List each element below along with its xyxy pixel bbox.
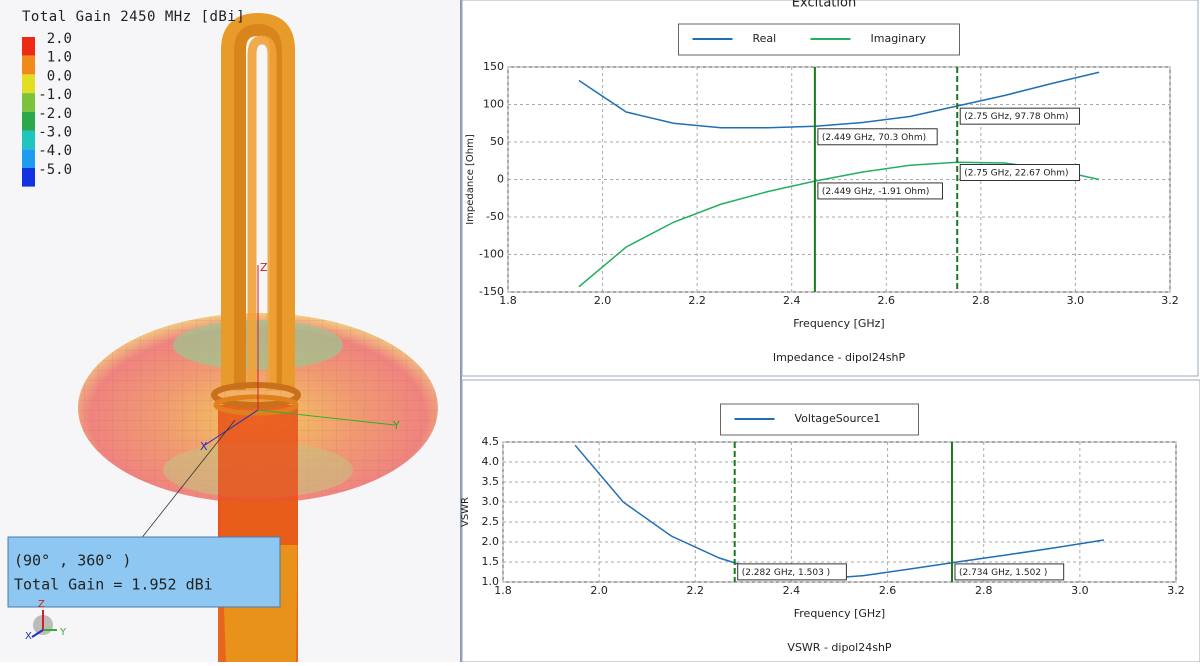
y-tick-label: 0 [497, 173, 504, 186]
y-tick-label: 1.0 [482, 575, 500, 588]
x-tick-label: 2.4 [783, 584, 801, 597]
annotation-box [817, 182, 943, 200]
x-tick-label: 2.2 [688, 294, 706, 307]
x-tick-label: 3.2 [1167, 584, 1185, 597]
legend-label: -1.0 [38, 87, 72, 103]
x-tick-label: 2.0 [590, 584, 608, 597]
annotation-box [954, 563, 1065, 581]
x-tick-label: 2.6 [879, 584, 897, 597]
y-axis-label: Impedance [Ohm] [465, 134, 476, 225]
x-tick-label: 1.8 [499, 294, 517, 307]
legend-swatch [22, 149, 35, 168]
series-line [578, 71, 1100, 129]
y-axis-label: VSWR [460, 497, 471, 527]
y-tick-label: -50 [486, 210, 504, 223]
x-tick-label: 3.0 [1067, 294, 1085, 307]
legend-label: -2.0 [38, 106, 72, 122]
annotation-box [959, 163, 1081, 181]
x-tick-label: 2.4 [783, 294, 801, 307]
annotation-box [737, 563, 847, 581]
y-tick-label: 50 [490, 135, 504, 148]
info-angle: (90° , 360° ) [14, 552, 131, 570]
plot-area [502, 441, 1177, 583]
y-tick-label: -100 [479, 248, 504, 261]
x-tick-label: 3.2 [1161, 294, 1179, 307]
chart-title: Excitation [792, 0, 856, 11]
annotation-text: (2.734 GHz, 1.502 ) [959, 568, 1047, 578]
triad-y: Y [59, 627, 67, 638]
axis-y: Y [392, 419, 400, 432]
legend-swatch [22, 37, 35, 56]
x-tick-label: 1.8 [494, 584, 512, 597]
legend-swatch [22, 111, 35, 131]
y-tick-label: 3.0 [482, 495, 500, 508]
axis-triad [31, 610, 57, 638]
caption: Impedance - dipol24shP [773, 351, 906, 364]
legend-label: 2.0 [47, 31, 72, 47]
legend-swatch [22, 93, 35, 112]
x-tick-label: 2.6 [878, 294, 896, 307]
legend-swatch [22, 74, 35, 94]
legend-label: -5.0 [38, 162, 72, 178]
y-tick-label: -150 [479, 285, 504, 298]
annotation-text: (2.449 GHz, 70.3 Ohm) [822, 133, 926, 143]
x-tick-label: 3.0 [1071, 584, 1089, 597]
y-tick-label: 2.0 [482, 535, 500, 548]
annotation-text: (2.75 GHz, 97.78 Ohm) [964, 112, 1068, 122]
radiation-pattern [78, 12, 438, 662]
annotation-box [817, 128, 938, 146]
legend-label: VoltageSource1 [795, 412, 881, 425]
y-tick-label: 4.0 [482, 455, 500, 468]
annotation-text: (2.75 GHz, 22.67 Ohm) [964, 168, 1068, 178]
color-legend: 2.0 1.0 0.0 -1.0 -2.0 -3.0 -4.0 -5.0 [22, 31, 72, 187]
legend-label: Real [753, 32, 777, 45]
legend-swatch [22, 167, 35, 187]
legend-label: Imaginary [871, 32, 927, 45]
x-tick-label: 2.2 [687, 584, 705, 597]
y-tick-label: 4.5 [482, 435, 500, 448]
legend-label: 0.0 [47, 68, 72, 84]
x-tick-label: 2.0 [594, 294, 612, 307]
caption: VSWR - dipol24shP [787, 641, 891, 654]
y-tick-label: 1.5 [482, 555, 500, 568]
triad-z: Z [38, 599, 45, 610]
legend-label: -4.0 [38, 143, 72, 159]
annotation-text: (2.282 GHz, 1.503 ) [742, 568, 830, 578]
triad-x: X [25, 631, 32, 642]
y-tick-label: 100 [483, 98, 504, 111]
annotation-box [959, 107, 1081, 125]
view-title: Total Gain 2450 MHz [dBi] [22, 9, 245, 25]
legend-swatch [22, 130, 35, 150]
info-box [7, 536, 281, 608]
y-tick-label: 2.5 [482, 515, 500, 528]
y-tick-label: 3.5 [482, 475, 500, 488]
annotation-text: (2.449 GHz, -1.91 Ohm) [822, 187, 930, 197]
legend-label: 1.0 [47, 50, 72, 66]
x-axis-label: Frequency [GHz] [793, 317, 884, 330]
x-tick-label: 2.8 [975, 584, 993, 597]
axis-z: Z [260, 261, 268, 274]
legend-swatch [22, 55, 35, 75]
axis-x: X [200, 440, 208, 453]
x-tick-label: 2.8 [972, 294, 990, 307]
x-axis-label: Frequency [GHz] [794, 607, 885, 620]
legend-label: -3.0 [38, 125, 72, 141]
y-tick-label: 150 [483, 60, 504, 73]
info-gain: Total Gain = 1.952 dBi [14, 576, 213, 594]
